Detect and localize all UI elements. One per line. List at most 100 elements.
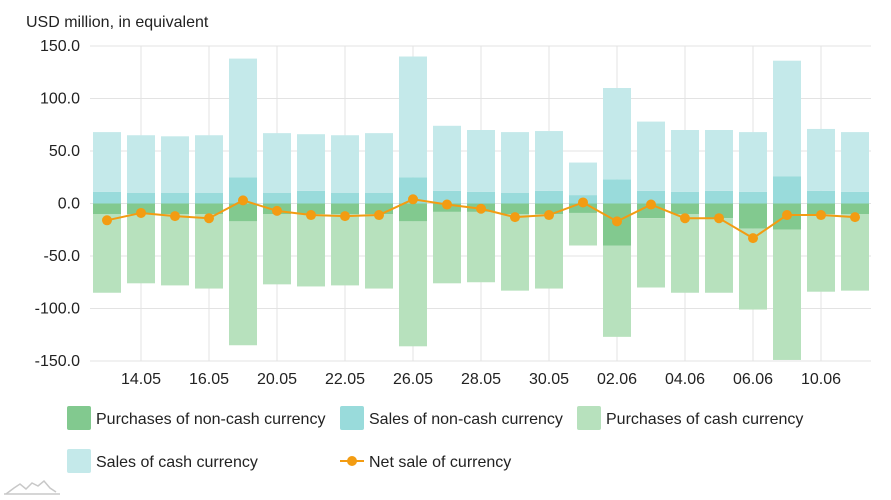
bar <box>637 121 665 191</box>
legend-label: Purchases of cash currency <box>606 411 803 428</box>
legend-label: Purchases of non-cash currency <box>96 411 325 428</box>
net-sale-point <box>680 213 690 224</box>
net-sale-point <box>782 210 792 221</box>
bar <box>229 58 257 178</box>
net-sale-point <box>136 207 146 218</box>
net-sale-point <box>612 216 622 227</box>
bar <box>263 214 291 285</box>
bar <box>535 131 563 191</box>
bar <box>467 191 495 204</box>
y-tick-label: 0.0 <box>58 196 80 213</box>
net-sale-point <box>170 211 180 222</box>
bar <box>297 203 325 214</box>
chart-logo <box>4 479 60 495</box>
x-tick-label: 16.05 <box>189 371 229 388</box>
bar <box>637 190 665 204</box>
x-tick-label: 26.05 <box>393 371 433 388</box>
x-tick-label: 30.05 <box>529 371 569 388</box>
bar <box>127 214 155 284</box>
legend-label: Net sale of currency <box>369 454 511 471</box>
y-tick-label: 50.0 <box>49 143 80 160</box>
bar <box>399 56 427 178</box>
bar <box>603 245 631 337</box>
bar <box>331 135 359 193</box>
bar <box>331 214 359 286</box>
bar <box>841 214 869 291</box>
bar <box>603 88 631 180</box>
legend-marker <box>347 456 357 466</box>
bar <box>705 130 733 191</box>
bar <box>297 134 325 191</box>
bar <box>127 135 155 193</box>
bar <box>399 221 427 347</box>
y-axis-label: USD million, in equivalent <box>26 14 209 31</box>
bar <box>671 203 699 214</box>
bar <box>671 214 699 293</box>
bar <box>297 190 325 204</box>
bar <box>365 133 393 193</box>
bar <box>773 60 801 177</box>
bar <box>535 190 563 204</box>
bar <box>433 211 461 284</box>
net-sale-point <box>374 210 384 221</box>
y-tick-label: 100.0 <box>40 91 80 108</box>
bar <box>671 130 699 192</box>
bar <box>739 203 767 229</box>
y-tick-label: -50.0 <box>44 248 81 265</box>
bar <box>467 211 495 283</box>
bar <box>229 203 257 222</box>
bar <box>161 203 189 214</box>
bar <box>195 135 223 193</box>
x-tick-label: 28.05 <box>461 371 501 388</box>
net-sale-point <box>578 197 588 208</box>
bar <box>501 203 529 214</box>
x-tick-label: 22.05 <box>325 371 365 388</box>
bar <box>229 221 257 346</box>
legend-swatch <box>577 406 601 430</box>
bar <box>263 193 291 204</box>
bar <box>161 136 189 193</box>
y-tick-label: 150.0 <box>40 38 80 55</box>
net-sale-point <box>850 212 860 223</box>
net-sale-point <box>238 195 248 206</box>
bar <box>161 193 189 204</box>
bar <box>841 132 869 192</box>
net-sale-point <box>102 215 112 226</box>
net-sale-point <box>306 210 316 221</box>
net-sale-point <box>204 213 214 224</box>
bar <box>297 214 325 287</box>
legend-swatch <box>340 406 364 430</box>
net-sale-point <box>272 205 282 216</box>
x-tick-label: 02.06 <box>597 371 637 388</box>
net-sale-point <box>544 210 554 221</box>
bar <box>365 214 393 289</box>
net-sale-point <box>408 194 418 205</box>
x-tick-label: 20.05 <box>257 371 297 388</box>
legend-swatch <box>67 406 91 430</box>
bar <box>807 203 835 214</box>
net-sale-point <box>476 203 486 214</box>
bar <box>501 193 529 204</box>
bar <box>365 203 393 214</box>
x-tick-label: 14.05 <box>121 371 161 388</box>
bar <box>263 133 291 193</box>
bar <box>603 179 631 204</box>
legend-swatch <box>67 449 91 473</box>
bar <box>399 203 427 222</box>
bar <box>739 191 767 204</box>
bar <box>773 176 801 204</box>
net-sale-point <box>646 199 656 210</box>
net-sale-point <box>714 213 724 224</box>
bar <box>535 214 563 289</box>
bar <box>569 162 597 196</box>
bar <box>501 214 529 291</box>
bar <box>93 214 121 293</box>
bar <box>637 218 665 288</box>
bar <box>569 212 597 246</box>
legend-label: Sales of cash currency <box>96 454 258 471</box>
net-sale-point <box>442 199 452 210</box>
bar <box>807 214 835 292</box>
bar <box>467 130 495 192</box>
bar <box>93 203 121 214</box>
